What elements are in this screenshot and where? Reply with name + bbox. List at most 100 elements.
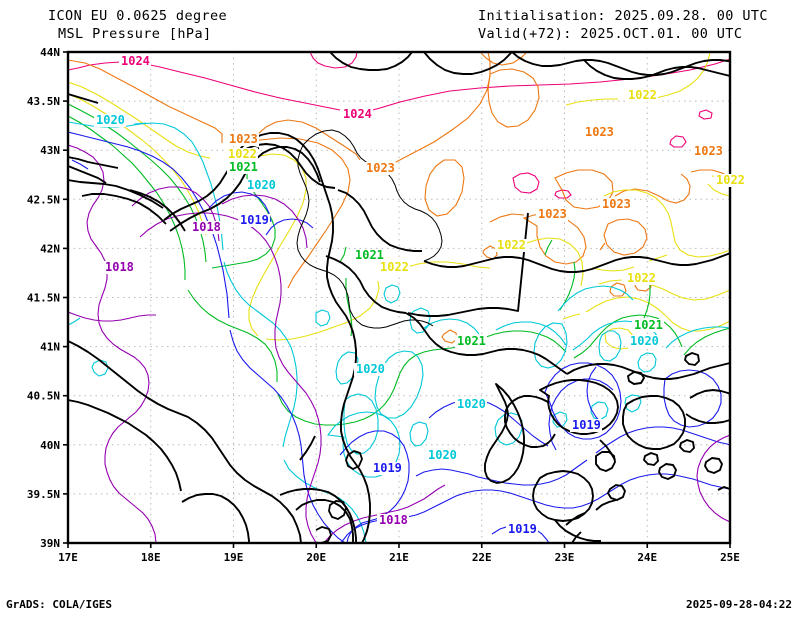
contour-label: 1023 (600, 197, 632, 211)
valid-time: Valid(+72): 2025.OCT.01. 00 UTC (478, 26, 743, 42)
contour-label-mask (227, 161, 259, 174)
contour-label-mask (692, 145, 724, 158)
contour-label-text: 1024 (343, 107, 372, 121)
x-tick-label: 17E (58, 551, 78, 564)
x-tick-label: 23E (555, 551, 575, 564)
contour-label: 1024 (119, 54, 151, 68)
contour-label: 1020 (354, 362, 386, 376)
contour-label-text: 1024 (121, 54, 150, 68)
contour-label-mask (632, 319, 664, 332)
contour-label: 1021 (353, 248, 385, 262)
contour-label-text: 1021 (355, 248, 384, 262)
contour-label: 1020 (94, 113, 126, 127)
island-layer (315, 450, 363, 543)
y-tick-label: 39.5N (27, 488, 60, 501)
contour-label-mask (714, 174, 746, 187)
contour-label-mask (119, 55, 151, 68)
contour-label-mask (625, 272, 657, 285)
contour-label: 1021 (632, 318, 664, 332)
y-tick-label: 43N (40, 144, 60, 157)
contour-label: 1023 (227, 132, 259, 146)
contour-label-mask (354, 363, 386, 376)
contour-label: 1020 (628, 334, 660, 348)
y-tick-label: 40N (40, 439, 60, 452)
contour-label: 1022 (625, 271, 657, 285)
field-title: MSL Pressure [hPa] (58, 26, 212, 42)
contour-label-mask (426, 449, 458, 462)
initialisation-time: Initialisation: 2025.09.28. 00 UTC (478, 8, 768, 24)
contour-label-text: 1021 (229, 160, 258, 174)
contour-label: 1021 (227, 160, 259, 174)
contour-label: 1021 (455, 334, 487, 348)
contour-1024 (68, 52, 730, 199)
contour-label-mask (353, 249, 385, 262)
contour-label: 1022 (226, 147, 258, 161)
contour-label-mask (378, 261, 410, 274)
x-tick-label: 22E (472, 551, 492, 564)
x-tick-label: 25E (720, 551, 740, 564)
grads-credit: GrADS: COLA/IGES (6, 598, 112, 611)
contour-label-mask (245, 179, 277, 192)
contour-label-text: 1023 (229, 132, 258, 146)
contour-label-mask (371, 462, 403, 475)
contour-label-mask (103, 261, 135, 274)
y-tick-label: 43.5N (27, 95, 60, 108)
contour-label-text: 1020 (356, 362, 385, 376)
contour-label: 1019 (371, 461, 403, 475)
contour-1022 (68, 52, 730, 350)
contour-label-text: 1023 (366, 161, 395, 175)
contour-label-mask (455, 398, 487, 411)
contour-label-text: 1023 (538, 207, 567, 221)
contour-label-mask (226, 148, 258, 161)
contour-label-text: 1020 (247, 178, 276, 192)
contour-label: 1019 (238, 213, 270, 227)
contour-label-text: 1019 (373, 461, 402, 475)
contour-label-text: 1021 (634, 318, 663, 332)
contour-label: 1018 (190, 220, 222, 234)
contour-label: 1018 (103, 260, 135, 274)
coastline-layer-2 (68, 52, 730, 543)
contour-label-mask (377, 514, 409, 527)
x-tick-label: 19E (224, 551, 244, 564)
contour-label-mask (600, 198, 632, 211)
contour-label-text: 1020 (428, 448, 457, 462)
contour-label-text: 1022 (628, 88, 657, 102)
contour-label-mask (628, 335, 660, 348)
contour-label-mask (341, 108, 373, 121)
x-tick-label: 18E (141, 551, 161, 564)
y-tick-label: 41.5N (27, 292, 60, 305)
contour-label-mask (238, 214, 270, 227)
contour-label-mask (506, 523, 538, 536)
contour-label: 1020 (426, 448, 458, 462)
contour-label-text: 1020 (96, 113, 125, 127)
gridlines (68, 52, 730, 543)
contour-label-text: 1019 (572, 418, 601, 432)
contour-label-text: 1022 (716, 173, 745, 187)
y-tick-label: 41N (40, 341, 60, 354)
x-axis-labels: 17E 18E 19E 20E 21E 22E 23E 24E 25E (58, 551, 740, 564)
contour-label-mask (536, 208, 568, 221)
contour-label-mask (583, 126, 615, 139)
contour-label-text: 1022 (627, 271, 656, 285)
contour-label-text: 1020 (630, 334, 659, 348)
contour-label: 1023 (364, 161, 396, 175)
contour-label-text: 1023 (585, 125, 614, 139)
x-tick-label: 21E (389, 551, 409, 564)
kosovo-border (296, 129, 443, 329)
y-tick-label: 42.5N (27, 193, 60, 206)
contour-label: 1023 (583, 125, 615, 139)
contour-label-mask (227, 133, 259, 146)
contour-label-text: 1022 (228, 147, 257, 161)
contour-label-text: 1023 (602, 197, 631, 211)
axis-ticks (63, 51, 731, 548)
y-tick-label: 40.5N (27, 390, 60, 403)
contour-label-text: 1019 (240, 213, 269, 227)
render-timestamp: 2025-09-28-04:22 (686, 598, 792, 611)
contour-label-text: 1022 (497, 238, 526, 252)
contour-label-text: 1019 (508, 522, 537, 536)
contour-label: 1020 (245, 178, 277, 192)
contour-label: 1022 (378, 260, 410, 274)
contour-label-mask (190, 221, 222, 234)
contour-label: 1019 (570, 418, 602, 432)
contour-label-text: 1018 (379, 513, 408, 527)
